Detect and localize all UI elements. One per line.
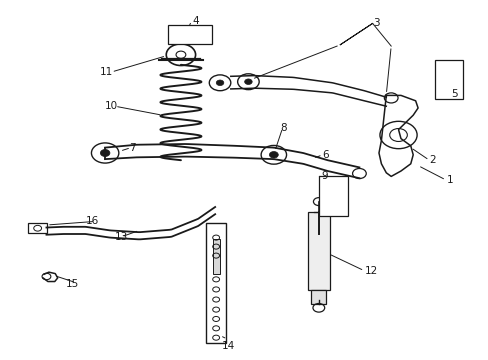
- Text: 15: 15: [65, 279, 79, 289]
- Text: 1: 1: [446, 175, 452, 185]
- Text: 9: 9: [321, 171, 328, 181]
- Bar: [212, 239, 219, 274]
- Text: 12: 12: [364, 266, 378, 276]
- Text: 10: 10: [105, 101, 118, 111]
- Text: 14: 14: [222, 341, 235, 351]
- Text: 7: 7: [128, 143, 135, 153]
- Circle shape: [216, 80, 224, 86]
- Circle shape: [100, 149, 110, 157]
- Text: 4: 4: [192, 16, 199, 26]
- Text: 3: 3: [372, 18, 379, 28]
- Text: 13: 13: [114, 232, 128, 242]
- Text: 11: 11: [100, 67, 113, 77]
- Circle shape: [244, 79, 252, 85]
- Bar: [311, 290, 325, 304]
- Text: 6: 6: [321, 150, 328, 160]
- Text: 5: 5: [450, 89, 457, 99]
- Bar: [167, 25, 211, 44]
- Bar: [206, 223, 225, 343]
- Bar: [307, 212, 329, 290]
- Circle shape: [269, 152, 278, 158]
- Bar: [28, 223, 47, 233]
- Bar: [434, 60, 462, 99]
- Text: 2: 2: [428, 155, 435, 165]
- Text: 16: 16: [86, 216, 100, 226]
- Text: 8: 8: [280, 123, 286, 133]
- Bar: [319, 176, 347, 216]
